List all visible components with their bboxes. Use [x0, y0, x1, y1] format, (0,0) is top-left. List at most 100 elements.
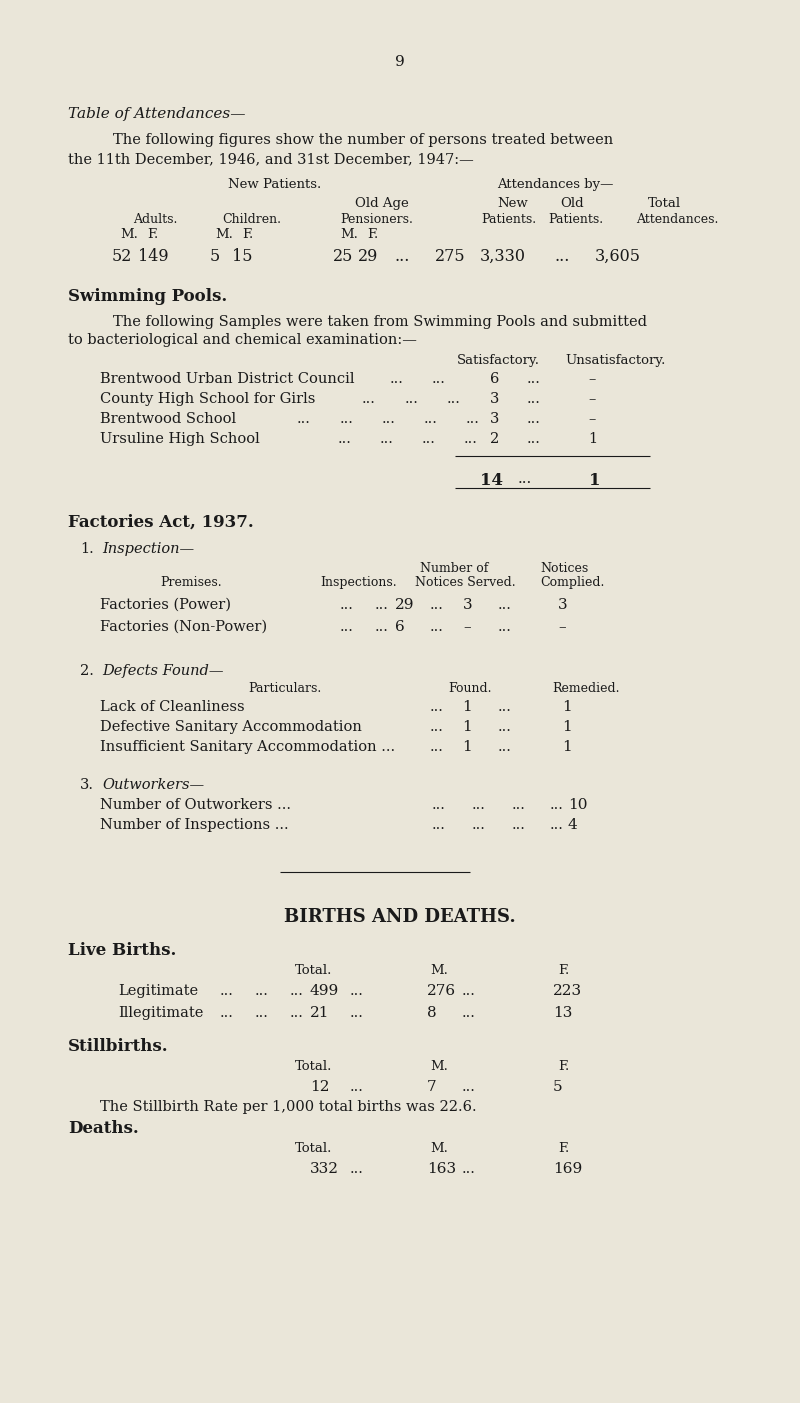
Text: Found.: Found. [448, 682, 491, 694]
Text: Pensioners.: Pensioners. [340, 213, 413, 226]
Text: Deaths.: Deaths. [68, 1120, 138, 1136]
Text: 21: 21 [310, 1006, 330, 1020]
Text: ...: ... [395, 248, 410, 265]
Text: Inspection—: Inspection— [102, 542, 194, 556]
Text: Attendances.: Attendances. [636, 213, 718, 226]
Text: ...: ... [550, 818, 564, 832]
Text: 275: 275 [435, 248, 466, 265]
Text: ...: ... [405, 391, 419, 405]
Text: ...: ... [290, 1006, 304, 1020]
Text: ...: ... [512, 818, 526, 832]
Text: 1: 1 [589, 471, 601, 490]
Text: ...: ... [555, 248, 570, 265]
Text: ...: ... [297, 412, 311, 427]
Text: Total.: Total. [295, 964, 332, 976]
Text: ...: ... [290, 984, 304, 998]
Text: ...: ... [430, 720, 444, 734]
Text: BIRTHS AND DEATHS.: BIRTHS AND DEATHS. [284, 908, 516, 926]
Text: 1: 1 [562, 720, 572, 734]
Text: ...: ... [422, 432, 436, 446]
Text: 12: 12 [310, 1080, 330, 1094]
Text: ...: ... [380, 432, 394, 446]
Text: 29: 29 [395, 598, 414, 612]
Text: ...: ... [527, 372, 541, 386]
Text: 1: 1 [562, 700, 572, 714]
Text: 276: 276 [427, 984, 456, 998]
Text: ...: ... [498, 620, 512, 634]
Text: 29: 29 [358, 248, 378, 265]
Text: ...: ... [498, 700, 512, 714]
Text: ...: ... [390, 372, 404, 386]
Text: The Stillbirth Rate per 1,000 total births was 22.6.: The Stillbirth Rate per 1,000 total birt… [100, 1100, 477, 1114]
Text: 3.: 3. [80, 779, 94, 793]
Text: ...: ... [464, 432, 478, 446]
Text: Satisfactory.: Satisfactory. [457, 354, 540, 368]
Text: ...: ... [340, 412, 354, 427]
Text: ...: ... [527, 391, 541, 405]
Text: ...: ... [430, 598, 444, 612]
Text: ...: ... [350, 1080, 364, 1094]
Text: 3: 3 [490, 412, 499, 427]
Text: Legitimate: Legitimate [118, 984, 198, 998]
Text: Complied.: Complied. [540, 577, 604, 589]
Text: 332: 332 [310, 1162, 339, 1176]
Text: Factories Act, 1937.: Factories Act, 1937. [68, 513, 254, 530]
Text: Illegitimate: Illegitimate [118, 1006, 203, 1020]
Text: –: – [588, 372, 595, 386]
Text: ...: ... [430, 620, 444, 634]
Text: F.: F. [147, 229, 158, 241]
Text: M.: M. [430, 1061, 448, 1073]
Text: ...: ... [550, 798, 564, 812]
Text: ...: ... [472, 818, 486, 832]
Text: ...: ... [466, 412, 480, 427]
Text: ...: ... [350, 984, 364, 998]
Text: 10: 10 [568, 798, 587, 812]
Text: ...: ... [424, 412, 438, 427]
Text: Attendances by—: Attendances by— [497, 178, 614, 191]
Text: Brentwood Urban District Council: Brentwood Urban District Council [100, 372, 354, 386]
Text: ...: ... [498, 598, 512, 612]
Text: Table of Attendances—: Table of Attendances— [68, 107, 246, 121]
Text: ...: ... [350, 1006, 364, 1020]
Text: Defective Sanitary Accommodation: Defective Sanitary Accommodation [100, 720, 362, 734]
Text: M.: M. [430, 964, 448, 976]
Text: 25: 25 [333, 248, 354, 265]
Text: ...: ... [498, 720, 512, 734]
Text: New: New [497, 196, 528, 210]
Text: Number of Inspections ...: Number of Inspections ... [100, 818, 289, 832]
Text: –: – [588, 412, 595, 427]
Text: 13: 13 [553, 1006, 572, 1020]
Text: ...: ... [430, 739, 444, 753]
Text: ...: ... [432, 818, 446, 832]
Text: Number of: Number of [420, 563, 488, 575]
Text: 1.: 1. [80, 542, 94, 556]
Text: The following Samples were taken from Swimming Pools and submitted: The following Samples were taken from Sw… [113, 316, 647, 328]
Text: M.: M. [215, 229, 233, 241]
Text: ...: ... [447, 391, 461, 405]
Text: ...: ... [432, 372, 446, 386]
Text: ...: ... [382, 412, 396, 427]
Text: Old Age: Old Age [355, 196, 409, 210]
Text: ...: ... [220, 1006, 234, 1020]
Text: F.: F. [558, 964, 570, 976]
Text: ...: ... [255, 1006, 269, 1020]
Text: 7: 7 [427, 1080, 437, 1094]
Text: ...: ... [220, 984, 234, 998]
Text: 499: 499 [310, 984, 339, 998]
Text: M.: M. [340, 229, 358, 241]
Text: 15: 15 [232, 248, 253, 265]
Text: Adults.: Adults. [133, 213, 178, 226]
Text: Unsatisfactory.: Unsatisfactory. [565, 354, 666, 368]
Text: 1: 1 [462, 739, 472, 753]
Text: Premises.: Premises. [160, 577, 222, 589]
Text: 1: 1 [588, 432, 597, 446]
Text: Notices Served.: Notices Served. [415, 577, 516, 589]
Text: County High School for Girls: County High School for Girls [100, 391, 315, 405]
Text: Old: Old [560, 196, 584, 210]
Text: the 11th December, 1946, and 31st December, 1947:—: the 11th December, 1946, and 31st Decemb… [68, 152, 474, 166]
Text: Remedied.: Remedied. [552, 682, 619, 694]
Text: F.: F. [558, 1061, 570, 1073]
Text: ...: ... [462, 1080, 476, 1094]
Text: 3: 3 [490, 391, 499, 405]
Text: Live Births.: Live Births. [68, 941, 176, 960]
